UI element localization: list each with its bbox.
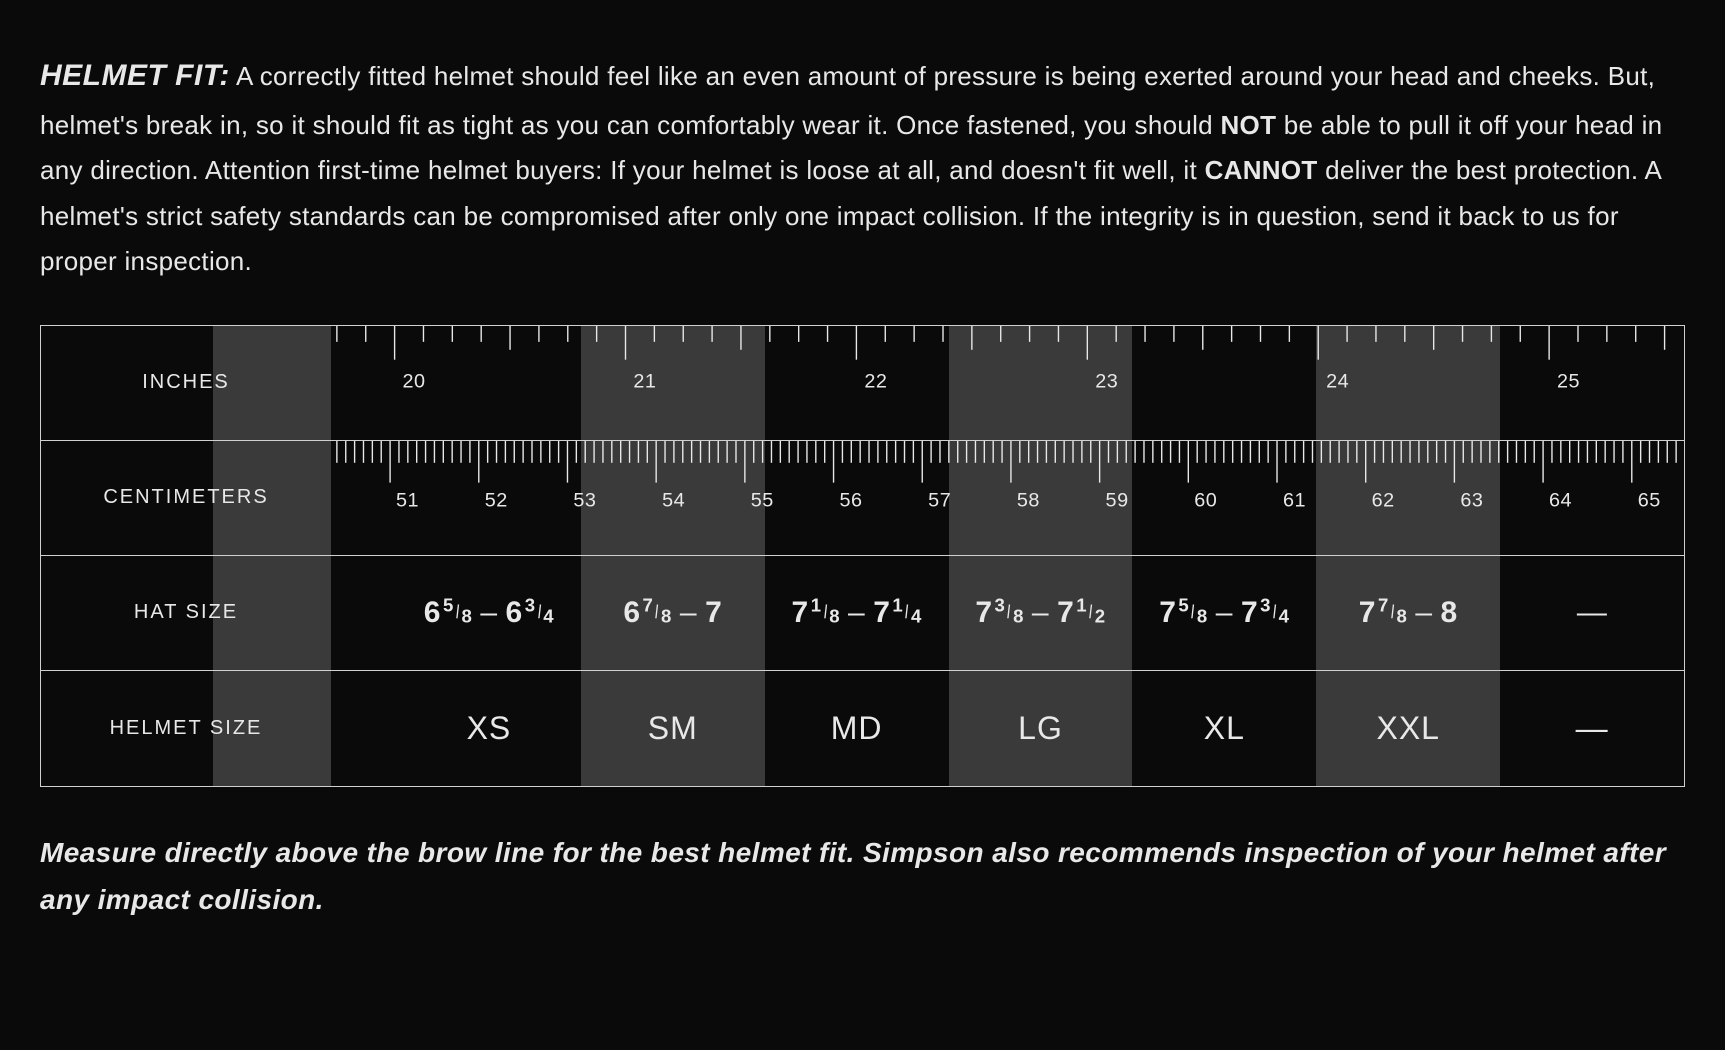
- svg-text:57: 57: [928, 489, 951, 511]
- hat-size-cell: 65/8–63/4: [397, 556, 581, 670]
- svg-text:20: 20: [403, 370, 426, 392]
- svg-text:59: 59: [1106, 489, 1129, 511]
- svg-text:21: 21: [633, 370, 656, 392]
- size-chart: INCHES 20 21 22 23 24 25 CENTIMETERS 51 52 53 54…: [40, 325, 1685, 787]
- helmet-size-cell: MD: [765, 671, 949, 786]
- svg-text:60: 60: [1194, 489, 1217, 511]
- row-label-helmet-size: HELMET SIZE: [41, 671, 331, 786]
- row-label-inches: INCHES: [41, 326, 331, 440]
- centimeters-ruler: 51 52 53 54 55 56 57 58 59 60 61 62 63 64 65: [331, 441, 1682, 555]
- inches-ruler: 20 21 22 23 24 25: [331, 326, 1682, 440]
- svg-text:61: 61: [1283, 489, 1306, 511]
- helmet-size-cell: XXL: [1316, 671, 1500, 786]
- intro-paragraph: HELMET FIT: A correctly fitted helmet sh…: [40, 50, 1685, 285]
- row-label-hat-size: HAT SIZE: [41, 556, 331, 670]
- svg-text:62: 62: [1372, 489, 1395, 511]
- svg-text:52: 52: [485, 489, 508, 511]
- svg-text:58: 58: [1017, 489, 1040, 511]
- svg-text:55: 55: [751, 489, 774, 511]
- svg-text:56: 56: [839, 489, 862, 511]
- helmet-size-cell: XL: [1132, 671, 1316, 786]
- helmet-size-cell: LG: [949, 671, 1133, 786]
- hat-size-cell: 73/8–71/2: [949, 556, 1133, 670]
- svg-text:54: 54: [662, 489, 685, 511]
- svg-text:65: 65: [1638, 489, 1661, 511]
- svg-text:23: 23: [1095, 370, 1118, 392]
- svg-text:25: 25: [1557, 370, 1580, 392]
- hat-size-cell: 75/8–73/4: [1132, 556, 1316, 670]
- helmet-size-cell: XS: [397, 671, 581, 786]
- intro-title: HELMET FIT:: [40, 59, 230, 92]
- inches-ruler-body: 20 21 22 23 24 25: [331, 326, 1684, 440]
- hat-size-cell: 67/8–7: [581, 556, 765, 670]
- svg-text:24: 24: [1326, 370, 1349, 392]
- hat-size-cell: —: [1500, 556, 1684, 670]
- row-helmet-size: HELMET SIZE XSSMMDLGXLXXL—: [41, 671, 1684, 786]
- svg-text:22: 22: [864, 370, 887, 392]
- footer-note: Measure directly above the brow line for…: [40, 829, 1685, 924]
- row-centimeters: CENTIMETERS 51 52 53 54 55 56 57 58 59 60 61 62 63 64…: [41, 441, 1684, 556]
- row-inches: INCHES 20 21 22 23 24 25: [41, 326, 1684, 441]
- row-label-centimeters: CENTIMETERS: [41, 441, 331, 555]
- centimeters-ruler-body: 51 52 53 54 55 56 57 58 59 60 61 62 63 64 65: [331, 441, 1684, 555]
- helmet-size-cell: SM: [581, 671, 765, 786]
- hat-size-cell: 77/8–8: [1316, 556, 1500, 670]
- svg-text:64: 64: [1549, 489, 1572, 511]
- svg-text:53: 53: [573, 489, 596, 511]
- intro-bold-2: CANNOT: [1205, 155, 1318, 185]
- hat-size-cell: 71/8–71/4: [765, 556, 949, 670]
- svg-text:51: 51: [396, 489, 419, 511]
- svg-text:63: 63: [1460, 489, 1483, 511]
- intro-bold-1: NOT: [1220, 110, 1276, 140]
- helmet-size-cell: —: [1500, 671, 1684, 786]
- row-hat-size: HAT SIZE 65/8–63/467/8–771/8–71/473/8–71…: [41, 556, 1684, 671]
